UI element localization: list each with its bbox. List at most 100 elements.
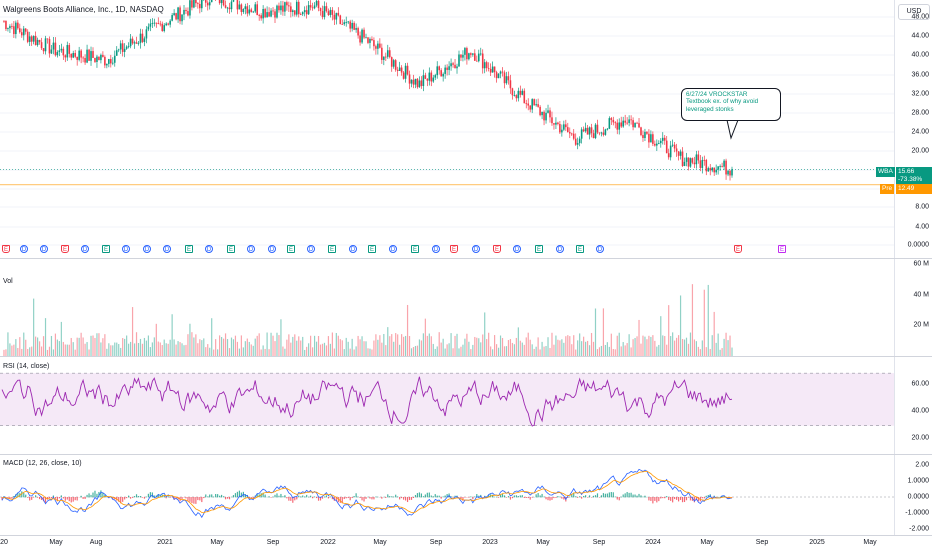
macd-histogram-bar: [199, 497, 201, 501]
candle-body: [161, 23, 164, 31]
candle-body: [715, 169, 717, 173]
price-tick: 44.00: [911, 32, 929, 40]
volume-bar: [345, 337, 347, 356]
earnings-event-icon[interactable]: E: [450, 245, 458, 253]
price-axis[interactable]: USD 48.00 44.00 40.00 36.00 32.00 28.00 24.00 2…: [894, 0, 932, 258]
candle-body: [191, 0, 193, 8]
candle-body: [64, 55, 67, 58]
dividend-event-icon[interactable]: D: [472, 245, 480, 253]
dividend-event-icon[interactable]: D: [432, 245, 440, 253]
volume-axis[interactable]: 60 M 40 M 20 M: [894, 259, 932, 356]
dividend-event-icon[interactable]: D: [143, 245, 151, 253]
earnings-event-icon[interactable]: E: [778, 245, 786, 253]
volume-bar: [234, 335, 237, 356]
dividend-event-icon[interactable]: D: [513, 245, 521, 253]
dividend-event-icon[interactable]: D: [163, 245, 171, 253]
earnings-event-icon[interactable]: E: [328, 245, 336, 253]
volume-bar: [614, 349, 616, 356]
candle-body: [185, 9, 187, 12]
earnings-event-icon[interactable]: E: [493, 245, 501, 253]
macd-label[interactable]: MACD (12, 26, close, 10): [3, 460, 82, 467]
candlestick-chart[interactable]: [0, 0, 894, 258]
dividend-event-icon[interactable]: D: [122, 245, 130, 253]
earnings-event-icon[interactable]: E: [411, 245, 419, 253]
candle-body: [147, 26, 150, 30]
macd-histogram-bar: [84, 497, 86, 499]
macd-histogram-bar: [604, 493, 606, 498]
rsi-label[interactable]: RSI (14, close): [3, 363, 50, 370]
volume-bar: [76, 337, 78, 356]
earnings-event-icon[interactable]: E: [535, 245, 543, 253]
price-pane[interactable]: Walgreens Boots Alliance, Inc., 1D, NASD…: [0, 0, 894, 258]
candle-body: [547, 110, 549, 113]
macd-histogram-bar: [58, 497, 60, 499]
dividend-event-icon[interactable]: D: [81, 245, 89, 253]
earnings-event-icon[interactable]: E: [368, 245, 376, 253]
volume-bar: [395, 333, 397, 356]
dividend-event-icon[interactable]: D: [247, 245, 255, 253]
earnings-event-icon[interactable]: E: [2, 245, 10, 253]
volume-bar: [274, 341, 276, 356]
volume-bar: [9, 343, 11, 356]
dividend-event-icon[interactable]: D: [205, 245, 213, 253]
macd-histogram-bar: [535, 494, 537, 498]
candle-body: [669, 145, 672, 158]
macd-histogram-bar: [610, 492, 612, 498]
dividend-event-icon[interactable]: D: [596, 245, 604, 253]
macd-axis[interactable]: 2.00 1.0000 0.0000 -1.0000 -2.000: [894, 455, 932, 535]
candle-body: [731, 169, 733, 176]
volume-bar: [375, 334, 377, 356]
earnings-event-icon[interactable]: E: [576, 245, 584, 253]
macd-histogram-bar: [642, 496, 644, 498]
annotation-callout[interactable]: 6/27/24 VROCKSTAR Textbook ex. of why av…: [681, 88, 781, 121]
volume-bar: [106, 348, 108, 356]
volume-bar: [573, 335, 575, 356]
pane-divider[interactable]: [0, 454, 932, 455]
volume-bar: [21, 348, 23, 356]
volume-bar: [155, 323, 157, 356]
earnings-event-icon[interactable]: E: [102, 245, 110, 253]
macd-tick: 1.0000: [907, 477, 929, 485]
volume-bar: [27, 348, 29, 356]
volume-bar: [628, 334, 630, 356]
volume-bar: [731, 347, 733, 356]
rsi-axis[interactable]: 60.00 40.00 20.00: [894, 357, 932, 454]
dividend-event-icon[interactable]: D: [349, 245, 357, 253]
dividend-event-icon[interactable]: D: [307, 245, 315, 253]
rsi-pane[interactable]: RSI (14, close): [0, 357, 894, 454]
dividend-event-icon[interactable]: D: [20, 245, 28, 253]
candle-body: [434, 75, 437, 78]
dividend-event-icon[interactable]: D: [389, 245, 397, 253]
macd-histogram-bar: [612, 492, 614, 498]
dividend-event-icon[interactable]: D: [268, 245, 276, 253]
volume-bar: [11, 345, 13, 356]
macd-histogram-bar: [331, 497, 333, 500]
candle-body: [335, 12, 338, 20]
price-tick: 20.00: [911, 147, 929, 155]
candle-body: [313, 5, 316, 9]
volume-bar: [464, 338, 466, 356]
candle-body: [468, 53, 470, 60]
pane-divider[interactable]: [0, 356, 932, 357]
candle-body: [92, 51, 94, 58]
pane-divider[interactable]: [0, 258, 932, 259]
annotation-line1: 6/27/24 VROCKSTAR: [686, 91, 748, 98]
earnings-event-icon[interactable]: E: [227, 245, 235, 253]
dividend-event-icon[interactable]: D: [40, 245, 48, 253]
macd-histogram-bar: [9, 497, 11, 500]
macd-histogram-bar: [602, 493, 605, 498]
candle-body: [195, 0, 197, 4]
earnings-event-icon[interactable]: E: [734, 245, 742, 253]
volume-bar: [331, 332, 333, 356]
volume-pane[interactable]: Vol: [0, 259, 894, 356]
earnings-event-icon[interactable]: E: [287, 245, 295, 253]
volume-label[interactable]: Vol: [3, 278, 13, 285]
macd-pane[interactable]: MACD (12, 26, close, 10): [0, 455, 894, 535]
macd-histogram-bar: [577, 497, 579, 498]
earnings-event-icon[interactable]: E: [61, 245, 69, 253]
dividend-event-icon[interactable]: D: [556, 245, 564, 253]
earnings-event-icon[interactable]: E: [185, 245, 193, 253]
currency-button[interactable]: USD: [898, 4, 930, 20]
macd-histogram-bar: [306, 494, 308, 498]
candle-body: [384, 56, 387, 58]
